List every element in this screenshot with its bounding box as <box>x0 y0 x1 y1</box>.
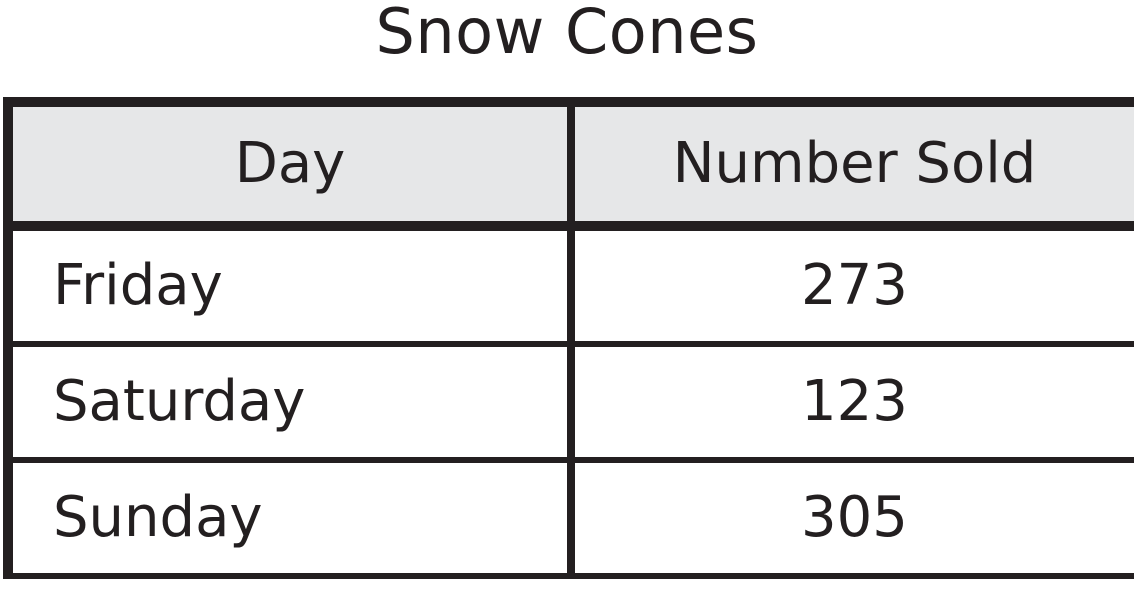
sold-cell: 273 <box>568 223 1134 347</box>
table-row: Sunday 305 <box>3 457 1134 579</box>
header-number-sold: Number Sold <box>568 97 1134 231</box>
day-cell: Sunday <box>3 457 575 579</box>
header-row: Day Number Sold <box>3 97 1134 231</box>
table-row: Saturday 123 <box>3 341 1134 463</box>
snow-cones-table: Day Number Sold Friday 273 Saturday 123 … <box>3 97 1134 597</box>
sold-cell: 123 <box>568 341 1134 463</box>
header-day: Day <box>3 97 575 231</box>
table-title: Snow Cones <box>375 0 759 68</box>
day-cell: Saturday <box>3 341 575 463</box>
table-row: Friday 273 <box>3 223 1134 347</box>
sold-cell: 305 <box>568 457 1134 579</box>
day-cell: Friday <box>3 223 575 347</box>
